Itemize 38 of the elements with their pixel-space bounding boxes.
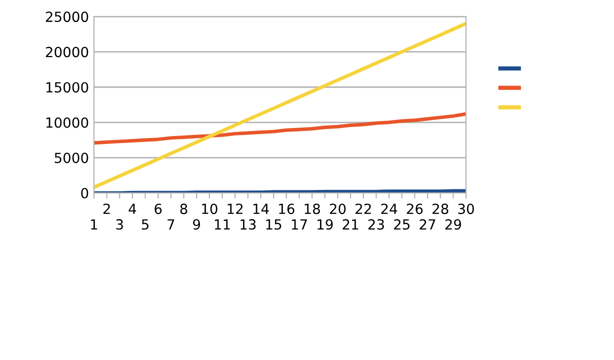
- x-tick-label: 1: [91, 219, 98, 230]
- line-series: [94, 22, 466, 190]
- x-tick-label: 26: [406, 204, 423, 214]
- x-tick-label: 24: [381, 204, 398, 214]
- x-tick-label: 13: [240, 219, 256, 230]
- y-tick-label: 20000: [46, 46, 88, 58]
- x-tick-label: 3: [116, 219, 123, 230]
- x-tick-label: 17: [292, 219, 307, 230]
- x-tick-label: 27: [420, 219, 436, 230]
- x-tick-label: 25: [394, 219, 410, 230]
- x-tick-label: 28: [432, 204, 448, 214]
- line-series: [94, 112, 466, 145]
- y-tick-label: 25000: [46, 12, 88, 22]
- x-tick-label: 11: [214, 219, 230, 230]
- x-tick-label: 29: [445, 219, 462, 230]
- y-tick-label: 10000: [46, 117, 88, 128]
- x-tick-label: 7: [168, 219, 174, 230]
- y-tick-label: 5000: [54, 152, 88, 164]
- x-tick-label: 4: [128, 204, 136, 214]
- y-tick-label: 0: [81, 188, 88, 198]
- x-tick-label: 18: [304, 204, 320, 214]
- x-tick-label: 6: [154, 204, 162, 214]
- x-tick-label: 22: [356, 204, 371, 214]
- x-tick-label: 9: [193, 219, 200, 230]
- x-tick-label: 15: [266, 219, 282, 230]
- x-tick-label: 30: [458, 204, 474, 214]
- y-tick-label: 15000: [46, 82, 88, 93]
- x-tick-label: 14: [253, 204, 269, 214]
- x-tick-label: 23: [368, 219, 384, 230]
- x-tick-label: 21: [342, 219, 358, 230]
- x-tick-label: 2: [103, 204, 110, 214]
- x-tick-label: 8: [180, 204, 188, 214]
- x-tick-label: 10: [202, 204, 218, 214]
- x-tick-label: 16: [279, 204, 294, 214]
- x-tick-label: 20: [330, 204, 346, 214]
- x-tick-label: 5: [142, 219, 148, 230]
- x-tick-label: 12: [228, 204, 243, 214]
- x-tick-label: 19: [318, 219, 333, 230]
